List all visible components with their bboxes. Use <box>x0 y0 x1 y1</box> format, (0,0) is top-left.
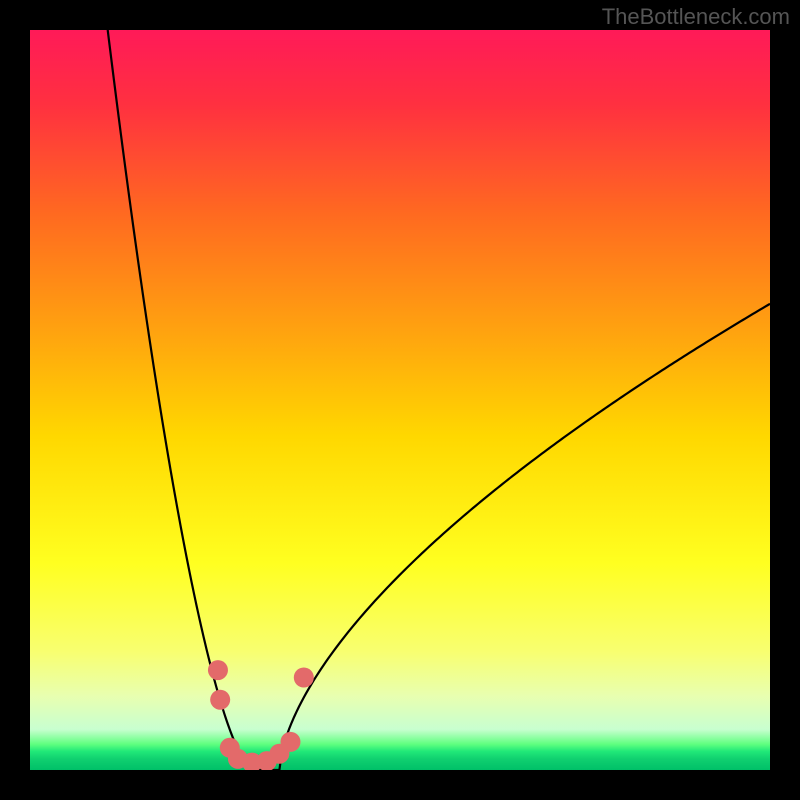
chart-frame <box>30 30 770 770</box>
data-marker <box>294 668 314 688</box>
data-marker <box>280 732 300 752</box>
bottleneck-chart <box>30 30 770 770</box>
gradient-background <box>30 30 770 770</box>
watermark-text: TheBottleneck.com <box>602 4 790 30</box>
data-marker <box>208 660 228 680</box>
data-marker <box>210 690 230 710</box>
